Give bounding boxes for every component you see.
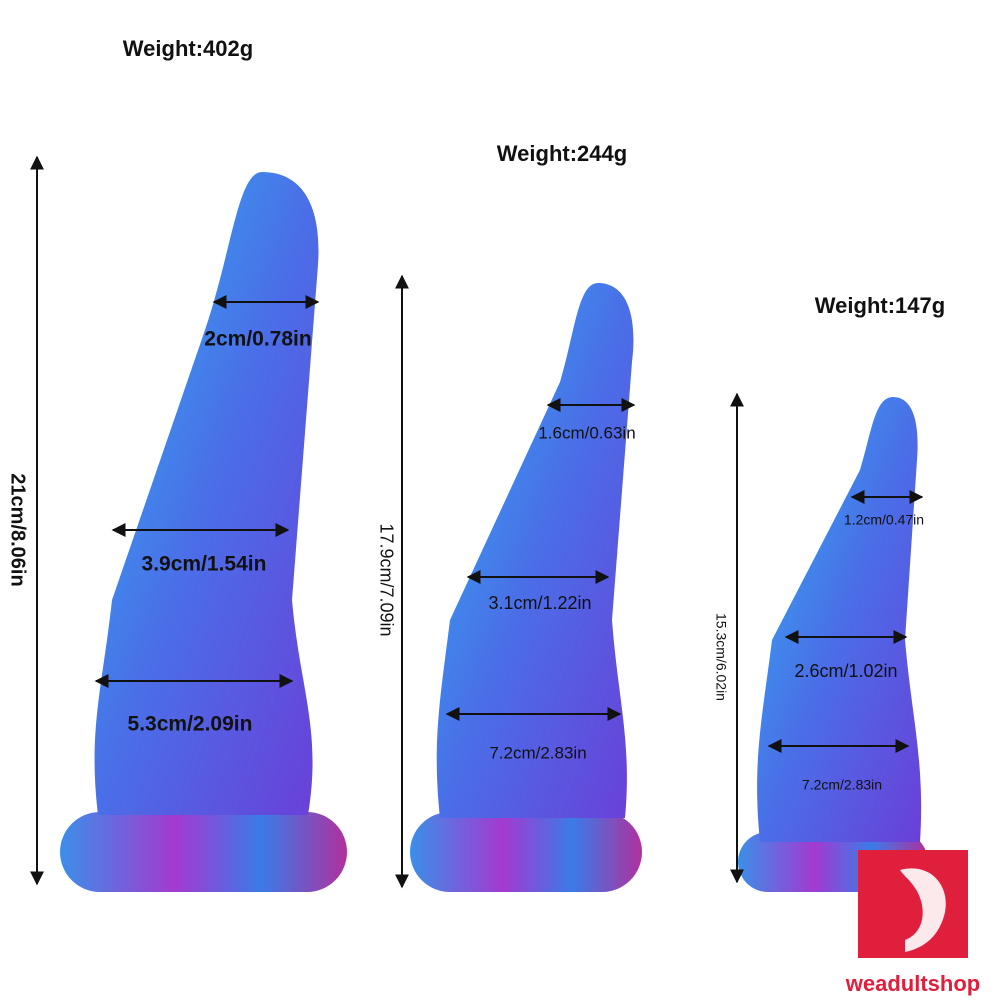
width-label: 1.2cm/0.47in — [844, 512, 924, 528]
width-label: 3.1cm/1.22in — [488, 593, 591, 613]
product-image — [410, 283, 642, 892]
product-image — [738, 397, 928, 892]
width-label: 5.3cm/2.09in — [128, 713, 253, 736]
logo-text: weadultshop — [845, 971, 980, 996]
weight-label: Weight:147g — [815, 293, 945, 318]
height-label: 17.9cm/7.09in — [376, 523, 396, 636]
height-label: 15.3cm/6.02in — [713, 613, 729, 701]
width-label: 2.6cm/1.02in — [794, 661, 897, 681]
width-label: 7.2cm/2.83in — [802, 777, 882, 793]
width-label: 1.6cm/0.63in — [538, 423, 635, 442]
width-label: 7.2cm/2.83in — [489, 743, 586, 762]
height-label: 21cm/8.06in — [7, 473, 29, 586]
weight-label: Weight:402g — [123, 36, 253, 61]
product-image — [60, 172, 347, 892]
width-label: 2cm/0.78in — [204, 328, 311, 351]
width-label: 3.9cm/1.54in — [142, 553, 267, 576]
logo: weadultshop — [845, 850, 980, 996]
weight-label: Weight:244g — [497, 141, 627, 166]
